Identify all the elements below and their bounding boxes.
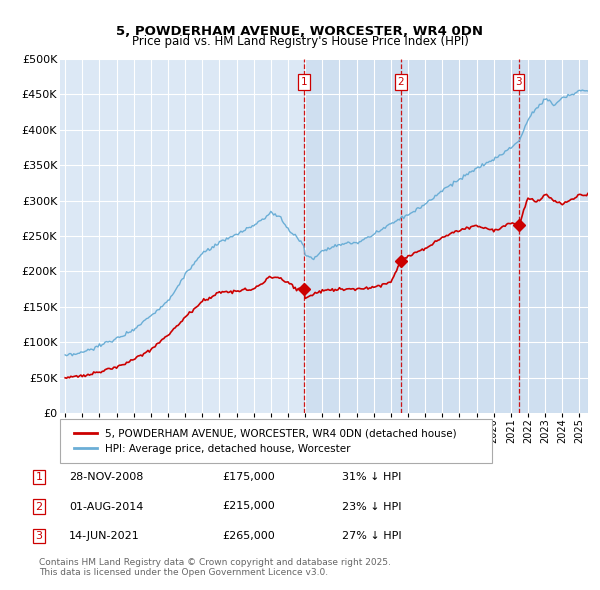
Text: Contains HM Land Registry data © Crown copyright and database right 2025.
This d: Contains HM Land Registry data © Crown c… — [39, 558, 391, 577]
Text: 1: 1 — [301, 77, 307, 87]
Text: 5, POWDERHAM AVENUE, WORCESTER, WR4 0DN: 5, POWDERHAM AVENUE, WORCESTER, WR4 0DN — [116, 25, 484, 38]
Text: 27% ↓ HPI: 27% ↓ HPI — [342, 531, 401, 541]
Text: 31% ↓ HPI: 31% ↓ HPI — [342, 472, 401, 482]
Text: 23% ↓ HPI: 23% ↓ HPI — [342, 502, 401, 512]
Text: £175,000: £175,000 — [222, 472, 275, 482]
FancyBboxPatch shape — [60, 419, 492, 463]
Legend: 5, POWDERHAM AVENUE, WORCESTER, WR4 0DN (detached house), HPI: Average price, de: 5, POWDERHAM AVENUE, WORCESTER, WR4 0DN … — [70, 424, 461, 458]
Bar — [401, 59, 518, 413]
Text: 2: 2 — [35, 502, 43, 512]
Text: £265,000: £265,000 — [222, 531, 275, 541]
Text: 3: 3 — [515, 77, 522, 87]
Text: Price paid vs. HM Land Registry's House Price Index (HPI): Price paid vs. HM Land Registry's House … — [131, 35, 469, 48]
Text: 01-AUG-2014: 01-AUG-2014 — [69, 502, 143, 512]
Text: 28-NOV-2008: 28-NOV-2008 — [69, 472, 143, 482]
Text: £215,000: £215,000 — [222, 502, 275, 512]
Text: 2: 2 — [397, 77, 404, 87]
Text: 1: 1 — [35, 472, 43, 482]
Bar — [304, 59, 401, 413]
Text: 14-JUN-2021: 14-JUN-2021 — [69, 531, 140, 541]
Bar — [518, 59, 588, 413]
Text: 3: 3 — [35, 531, 43, 541]
